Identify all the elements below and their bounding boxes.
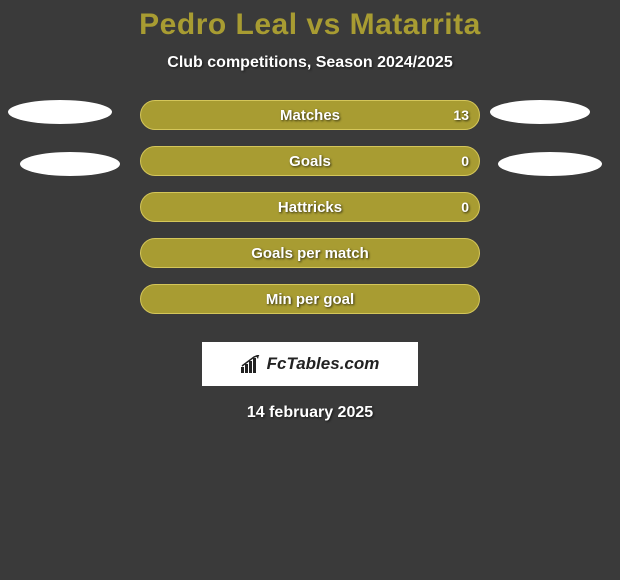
bar-value-hattricks: 0: [461, 199, 469, 215]
bar-value-goals: 0: [461, 153, 469, 169]
stat-row-matches: Matches 13: [0, 100, 620, 146]
stat-row-goals: Goals 0: [0, 146, 620, 192]
chart-icon: [241, 355, 263, 373]
logo-inner: FcTables.com: [241, 354, 380, 374]
date-text: 14 february 2025: [0, 404, 620, 422]
bar-label-goals: Goals: [289, 153, 331, 170]
bar-value-matches: 13: [453, 107, 469, 123]
page-subtitle: Club competitions, Season 2024/2025: [0, 54, 620, 72]
bar-label-min-per-goal: Min per goal: [266, 291, 354, 308]
bar-matches: Matches 13: [140, 100, 480, 130]
bar-label-matches: Matches: [280, 107, 340, 124]
stat-row-hattricks: Hattricks 0: [0, 192, 620, 238]
page-title: Pedro Leal vs Matarrita: [0, 8, 620, 42]
bar-goals-per-match: Goals per match: [140, 238, 480, 268]
logo-text: FcTables.com: [267, 354, 380, 374]
stat-row-goals-per-match: Goals per match: [0, 238, 620, 284]
bar-goals: Goals 0: [140, 146, 480, 176]
stats-area: Matches 13 Goals 0 Hattricks 0 Goals per…: [0, 100, 620, 330]
bar-hattricks: Hattricks 0: [140, 192, 480, 222]
bar-label-goals-per-match: Goals per match: [251, 245, 369, 262]
logo-box: FcTables.com: [202, 342, 418, 386]
main-container: Pedro Leal vs Matarrita Club competition…: [0, 0, 620, 422]
bar-label-hattricks: Hattricks: [278, 199, 342, 216]
stat-row-min-per-goal: Min per goal: [0, 284, 620, 330]
bar-min-per-goal: Min per goal: [140, 284, 480, 314]
